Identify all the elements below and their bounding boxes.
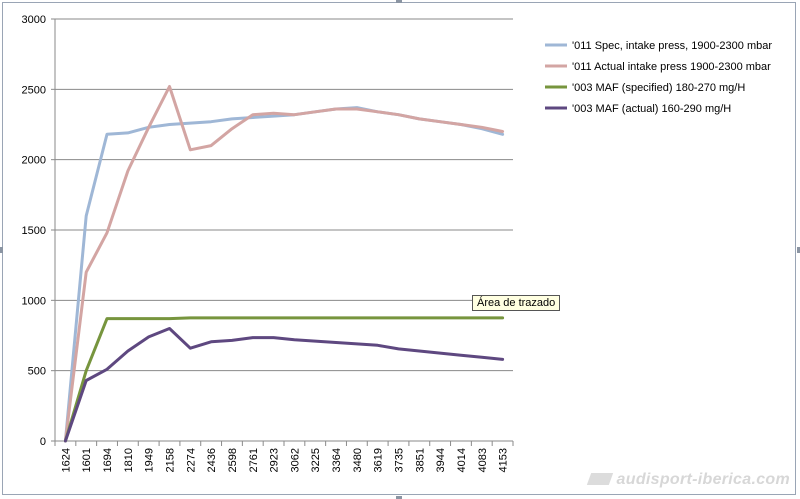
y-tick-label: 2500 [22, 84, 46, 96]
x-tick-label: 3619 [373, 448, 385, 472]
plot-area-tooltip: Área de trazado [472, 295, 561, 311]
watermark-text: audisport-iberica.com [616, 471, 790, 488]
x-tick-label: 2436 [206, 448, 218, 472]
x-tick-label: 3480 [352, 448, 364, 472]
series-line-2 [63, 85, 505, 443]
legend: '011 Spec, intake press, 1900-2300 mbar '… [545, 40, 772, 115]
gridlines [55, 18, 513, 442]
x-tick-label: 1601 [81, 448, 93, 472]
left-resize-handle[interactable] [0, 247, 3, 253]
series-line-1 [63, 106, 505, 443]
series-line-3 [63, 316, 505, 443]
x-tick-label: 4083 [477, 448, 489, 472]
legend-label-3: '003 MAF (specified) 180-270 mg/H [572, 82, 745, 94]
x-tick-label: 3851 [414, 448, 426, 472]
x-tick-label: 3225 [310, 448, 322, 472]
x-tick-label: 1694 [102, 448, 114, 472]
y-axis-tick-labels: 0 500 1000 1500 2000 2500 3000 [22, 14, 46, 448]
x-tick-label: 4153 [498, 448, 510, 472]
bottom-resize-handle[interactable] [396, 496, 402, 499]
right-resize-handle[interactable] [797, 247, 800, 253]
x-tick-label: 2923 [269, 448, 281, 472]
x-tick-label: 2274 [185, 448, 197, 472]
x-tick-label: 2598 [227, 448, 239, 472]
x-axis-tick-labels: 1624 1601 1694 1810 1949 2158 2274 2436 2598 2761… [60, 448, 509, 472]
top-resize-handle[interactable] [396, 0, 402, 3]
watermark-logo-icon [586, 473, 613, 485]
x-tick-label: 3735 [394, 448, 406, 472]
series-line-4 [63, 327, 505, 443]
y-tick-label: 1500 [22, 225, 46, 237]
x-tick-label: 1810 [123, 448, 135, 472]
y-tick-label: 0 [40, 436, 46, 448]
y-tick-label: 3000 [22, 14, 46, 26]
legend-label-4: '003 MAF (actual) 160-290 mg/H [572, 103, 731, 115]
x-tick-label: 4014 [456, 448, 468, 472]
x-tick-label: 2158 [165, 448, 177, 472]
legend-label-2: '011 Actual intake press 1900-2300 mbar [572, 61, 771, 73]
legend-label-1: '011 Spec, intake press, 1900-2300 mbar [572, 40, 772, 52]
x-tick-label: 1624 [60, 448, 72, 472]
series-lines [63, 85, 505, 443]
y-tick-label: 2000 [22, 155, 46, 167]
x-tick-label: 1949 [144, 448, 156, 472]
x-tick-label: 3062 [289, 448, 301, 472]
x-tick-label: 2761 [248, 448, 260, 472]
x-tick-label: 3944 [435, 448, 447, 472]
y-tick-label: 1000 [22, 295, 46, 307]
watermark: audisport-iberica.com [586, 471, 790, 489]
x-tick-label: 3364 [331, 448, 343, 472]
axes [51, 18, 514, 446]
y-tick-label: 500 [28, 366, 46, 378]
